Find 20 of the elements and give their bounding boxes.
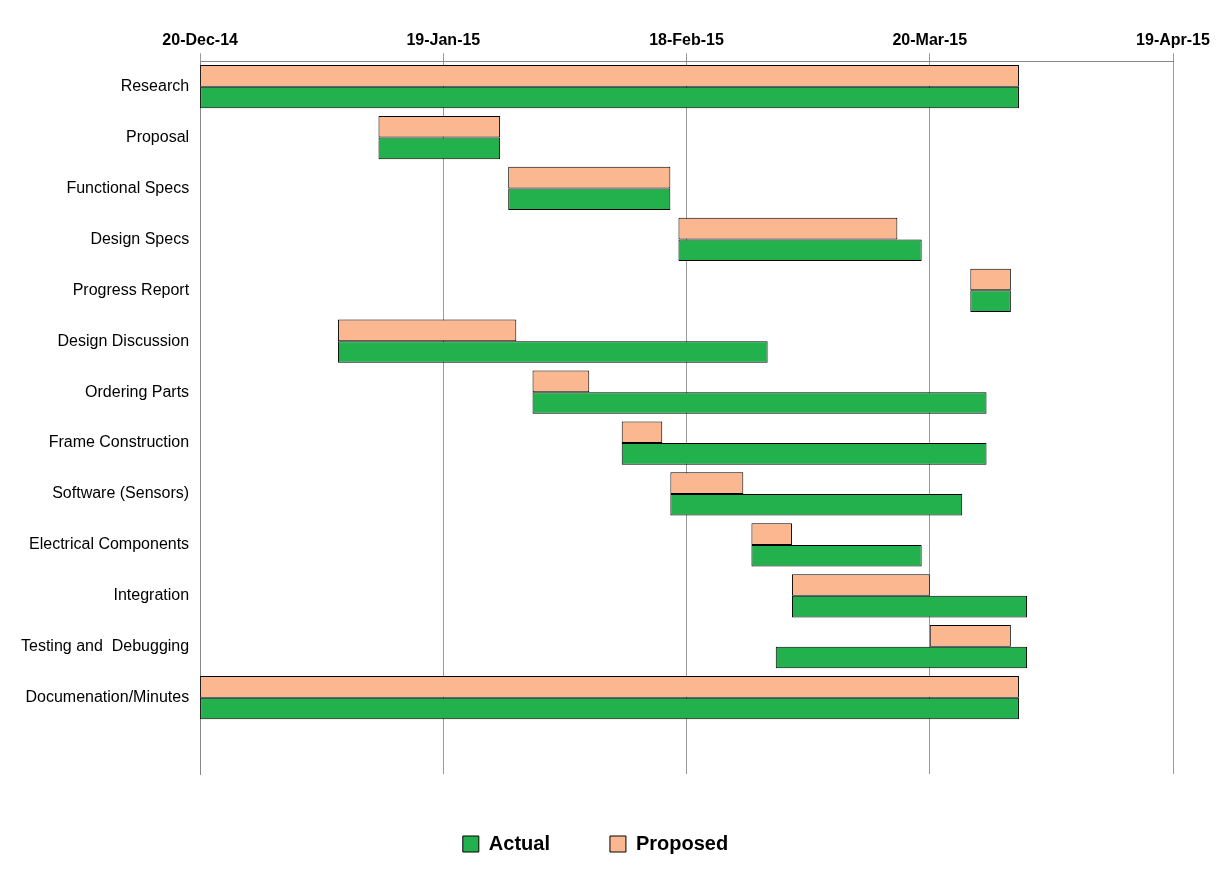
x-tick-label: 20-Dec-14 (162, 31, 239, 49)
legend-label: Proposed (635, 831, 729, 854)
y-tick-label: Frame Construction (48, 433, 190, 451)
y-tick-label: Testing and Debugging (21, 637, 190, 655)
y-tick-label: Design Specs (90, 229, 190, 247)
y-tick-label: Software (Sensors) (52, 484, 190, 502)
legend-label: Actual (488, 831, 550, 854)
y-tick-label: Proposal (125, 127, 190, 145)
y-tick-label: Design Discussion (57, 331, 190, 349)
y-tick-label: Electrical Components (29, 535, 190, 553)
x-tick-label: 18-Feb-15 (649, 31, 725, 49)
x-tick-label: 19-Jan-15 (406, 31, 481, 49)
y-tick-label: Ordering Parts (85, 382, 190, 400)
y-tick-label: Research (120, 77, 190, 95)
x-tick-label: 20-Mar-15 (892, 31, 968, 49)
y-tick-label: Progress Report (72, 280, 190, 298)
y-tick-label: Functional Specs (66, 178, 190, 196)
y-tick-label: Documenation/Minutes (25, 688, 190, 706)
y-tick-label: Integration (113, 586, 190, 604)
x-tick-label: 19-Apr-15 (1136, 31, 1210, 49)
